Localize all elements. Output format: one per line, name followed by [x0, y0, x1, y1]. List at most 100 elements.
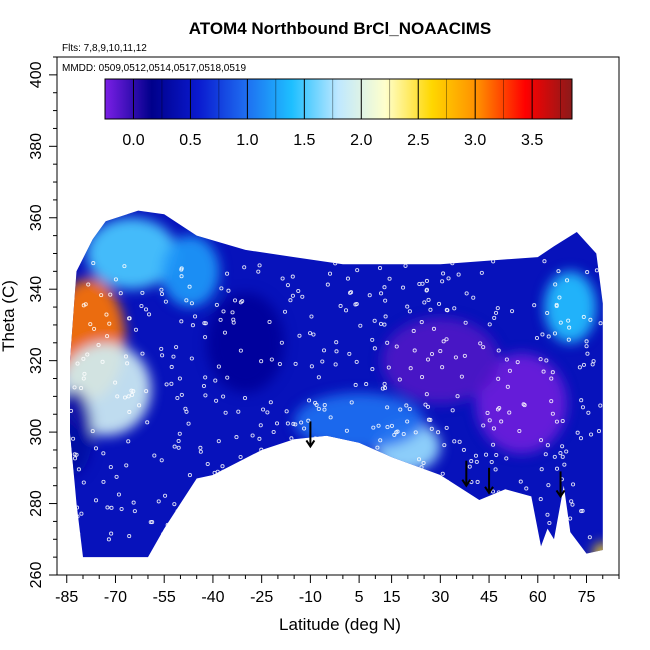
observation-point [81, 376, 86, 381]
observation-point [290, 274, 295, 279]
x-tick-label: 75 [578, 589, 596, 606]
observation-point [484, 452, 489, 457]
observation-point [518, 479, 523, 484]
observation-point [203, 393, 208, 398]
observation-point [222, 330, 228, 335]
observation-point [189, 301, 194, 306]
observation-point [524, 486, 529, 491]
observation-point [190, 323, 195, 328]
observation-point [91, 261, 96, 266]
observation-point [445, 308, 450, 313]
observation-point [491, 442, 496, 447]
colorbar-tick-label: 0.0 [122, 132, 144, 149]
observation-point [461, 447, 466, 452]
observation-point [115, 394, 120, 399]
observation-point [290, 293, 295, 298]
observation-point [297, 333, 302, 338]
observation-point [355, 268, 360, 273]
observation-point [259, 359, 264, 364]
flight-arrow-head [305, 439, 316, 449]
observation-point [364, 382, 369, 387]
observation-point [541, 369, 546, 374]
observation-point [238, 348, 243, 353]
observation-point [145, 420, 150, 425]
observation-point [420, 281, 425, 286]
observation-point [459, 374, 464, 379]
flight-arrows [305, 421, 566, 499]
observation-point [462, 353, 467, 358]
observation-point [358, 323, 363, 328]
observation-point [416, 457, 422, 462]
observation-point [425, 404, 431, 409]
observation-point [282, 309, 288, 314]
x-tick-label: 30 [431, 589, 449, 606]
observation-point [90, 429, 95, 434]
observation-point [560, 418, 565, 424]
observation-point [386, 365, 391, 370]
heatmap-cells [70, 217, 603, 558]
y-tick-label: 400 [28, 61, 45, 88]
observation-point [322, 403, 327, 408]
observation-point [354, 359, 359, 364]
observation-point [172, 502, 177, 507]
observation-point [588, 317, 593, 322]
observation-point [160, 353, 165, 358]
observation-point [442, 443, 447, 448]
observation-point [382, 322, 387, 327]
observation-point [150, 520, 155, 525]
observation-point [81, 480, 86, 485]
observation-point [385, 340, 390, 345]
observation-point [437, 301, 442, 306]
observation-point [383, 314, 388, 319]
observation-point [99, 293, 104, 298]
observation-point [487, 418, 492, 423]
observation-point [353, 382, 358, 388]
observation-point [186, 421, 191, 426]
observation-point [408, 366, 413, 371]
observation-point [428, 307, 433, 312]
flight-arrow-head [461, 479, 472, 488]
observation-point [385, 425, 390, 430]
observation-point [580, 405, 586, 410]
observation-point [534, 335, 540, 341]
x-tick-label: 15 [383, 589, 401, 606]
observation-point [444, 337, 449, 342]
observation-point [140, 290, 145, 295]
observation-point [81, 356, 86, 361]
colorbar: 0.0 0.5 1.0 1.5 2.0 2.5 3.0 3.5 [104, 78, 573, 149]
observation-point [425, 357, 431, 362]
y-tick-label: 380 [28, 133, 45, 160]
observation-point [469, 459, 474, 464]
observation-point [370, 367, 375, 372]
observation-point [596, 429, 602, 434]
observation-point [464, 291, 469, 296]
colorbar-tick-label: 2.5 [407, 132, 429, 149]
observation-point [588, 432, 594, 437]
observation-point [289, 436, 294, 441]
observation-point [122, 395, 128, 400]
observation-point [122, 264, 127, 269]
observation-point [163, 493, 168, 498]
x-tick-label: -55 [153, 589, 176, 606]
observation-point [183, 406, 188, 411]
observation-point [423, 402, 428, 407]
observation-point [226, 288, 231, 293]
observation-point [567, 325, 572, 330]
observation-point [546, 334, 551, 339]
observation-point [426, 297, 431, 303]
observation-point [507, 368, 512, 373]
y-tick-label: 260 [28, 562, 45, 589]
flight-arrow-head [484, 486, 494, 495]
observation-point [405, 304, 410, 309]
observation-point [343, 308, 349, 313]
observation-point [116, 492, 122, 497]
observation-point [129, 388, 134, 393]
observation-point [382, 385, 388, 391]
observation-point [218, 317, 223, 322]
observation-point [382, 285, 387, 290]
chart-title: ATOM4 Northbound BrCl_NOAACIMS [189, 19, 492, 38]
observation-point [549, 399, 554, 404]
observation-point [137, 403, 142, 408]
colorbar-ticks: 0.0 0.5 1.0 1.5 2.0 2.5 3.0 3.5 [122, 79, 561, 149]
